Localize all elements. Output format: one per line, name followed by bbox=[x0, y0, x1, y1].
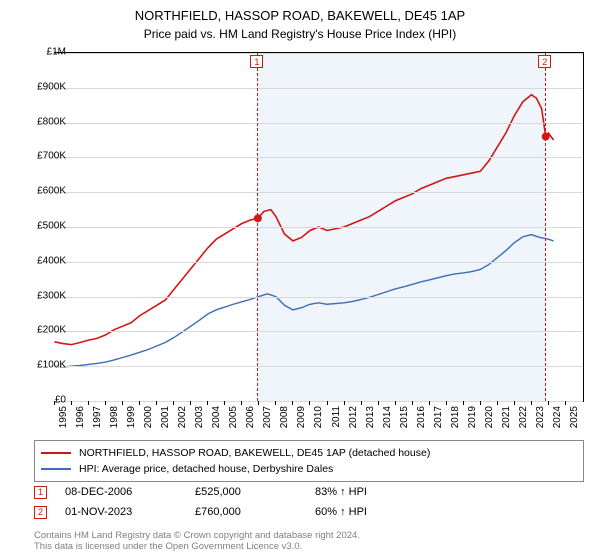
y-axis-label: £500K bbox=[18, 221, 66, 232]
x-axis-label: 2002 bbox=[177, 406, 188, 428]
legend-label-blue: HPI: Average price, detached house, Derb… bbox=[79, 463, 333, 475]
x-axis-label: 1997 bbox=[92, 406, 103, 428]
event-marker-top: 2 bbox=[538, 55, 551, 68]
y-axis-label: £800K bbox=[18, 116, 66, 127]
legend-label-red: NORTHFIELD, HASSOP ROAD, BAKEWELL, DE45 … bbox=[79, 447, 430, 459]
legend-item-blue: HPI: Average price, detached house, Derb… bbox=[41, 461, 577, 477]
event-date-2: 01-NOV-2023 bbox=[65, 506, 195, 518]
x-axis-label: 2022 bbox=[518, 406, 529, 428]
x-axis-label: 2009 bbox=[296, 406, 307, 428]
x-axis-label: 2000 bbox=[143, 406, 154, 428]
y-axis-label: £400K bbox=[18, 255, 66, 266]
footer-line-1: Contains HM Land Registry data © Crown c… bbox=[34, 530, 360, 541]
event-price-2: £760,000 bbox=[195, 506, 315, 518]
events-table: 1 08-DEC-2006 £525,000 83% ↑ HPI 2 01-NO… bbox=[34, 482, 415, 522]
event-marker-1: 1 bbox=[34, 486, 47, 499]
x-axis-label: 2007 bbox=[262, 406, 273, 428]
legend-swatch-blue bbox=[41, 468, 71, 470]
legend-item-red: NORTHFIELD, HASSOP ROAD, BAKEWELL, DE45 … bbox=[41, 445, 577, 461]
footer-line-2: This data is licensed under the Open Gov… bbox=[34, 541, 360, 552]
x-axis-label: 2018 bbox=[450, 406, 461, 428]
legend-swatch-red bbox=[41, 452, 71, 454]
event-row-2: 2 01-NOV-2023 £760,000 60% ↑ HPI bbox=[34, 502, 415, 522]
x-axis-label: 2015 bbox=[399, 406, 410, 428]
y-axis-label: £700K bbox=[18, 151, 66, 162]
x-axis-label: 2016 bbox=[416, 406, 427, 428]
event-marker-2: 2 bbox=[34, 506, 47, 519]
y-axis-label: £200K bbox=[18, 325, 66, 336]
x-axis-label: 2019 bbox=[467, 406, 478, 428]
footer: Contains HM Land Registry data © Crown c… bbox=[34, 530, 360, 553]
x-axis-label: 2024 bbox=[552, 406, 563, 428]
x-axis-label: 2014 bbox=[382, 406, 393, 428]
event-date-1: 08-DEC-2006 bbox=[65, 486, 195, 498]
chart-title: NORTHFIELD, HASSOP ROAD, BAKEWELL, DE45 … bbox=[0, 0, 600, 25]
x-axis-label: 2017 bbox=[433, 406, 444, 428]
x-axis-label: 1998 bbox=[109, 406, 120, 428]
x-axis-label: 2011 bbox=[331, 406, 342, 428]
chart-subtitle: Price paid vs. HM Land Registry's House … bbox=[0, 25, 600, 41]
x-axis-label: 2020 bbox=[484, 406, 495, 428]
x-axis-label: 2023 bbox=[535, 406, 546, 428]
y-axis-label: £900K bbox=[18, 81, 66, 92]
x-axis-label: 1996 bbox=[75, 406, 86, 428]
x-axis-label: 2005 bbox=[228, 406, 239, 428]
x-axis-label: 2012 bbox=[348, 406, 359, 428]
chart-container: NORTHFIELD, HASSOP ROAD, BAKEWELL, DE45 … bbox=[0, 0, 600, 560]
x-axis-label: 2001 bbox=[160, 406, 171, 428]
y-axis-label: £100K bbox=[18, 360, 66, 371]
x-axis-label: 2025 bbox=[569, 406, 580, 428]
x-axis-label: 2003 bbox=[194, 406, 205, 428]
x-axis-label: 2008 bbox=[279, 406, 290, 428]
x-axis-label: 1999 bbox=[126, 406, 137, 428]
event-pct-2: 60% ↑ HPI bbox=[315, 506, 415, 518]
event-marker-top: 1 bbox=[250, 55, 263, 68]
x-axis-label: 2013 bbox=[365, 406, 376, 428]
x-axis-label: 2004 bbox=[211, 406, 222, 428]
y-axis-label: £0 bbox=[18, 395, 66, 406]
legend: NORTHFIELD, HASSOP ROAD, BAKEWELL, DE45 … bbox=[34, 440, 584, 482]
event-row-1: 1 08-DEC-2006 £525,000 83% ↑ HPI bbox=[34, 482, 415, 502]
event-pct-1: 83% ↑ HPI bbox=[315, 486, 415, 498]
x-axis-label: 2021 bbox=[501, 406, 512, 428]
x-axis-label: 2010 bbox=[313, 406, 324, 428]
x-axis-label: 2006 bbox=[245, 406, 256, 428]
event-price-1: £525,000 bbox=[195, 486, 315, 498]
plot-area: 12 bbox=[54, 52, 584, 402]
y-axis-label: £600K bbox=[18, 186, 66, 197]
y-axis-label: £300K bbox=[18, 290, 66, 301]
y-axis-label: £1M bbox=[18, 47, 66, 58]
x-axis-label: 1995 bbox=[58, 406, 69, 428]
